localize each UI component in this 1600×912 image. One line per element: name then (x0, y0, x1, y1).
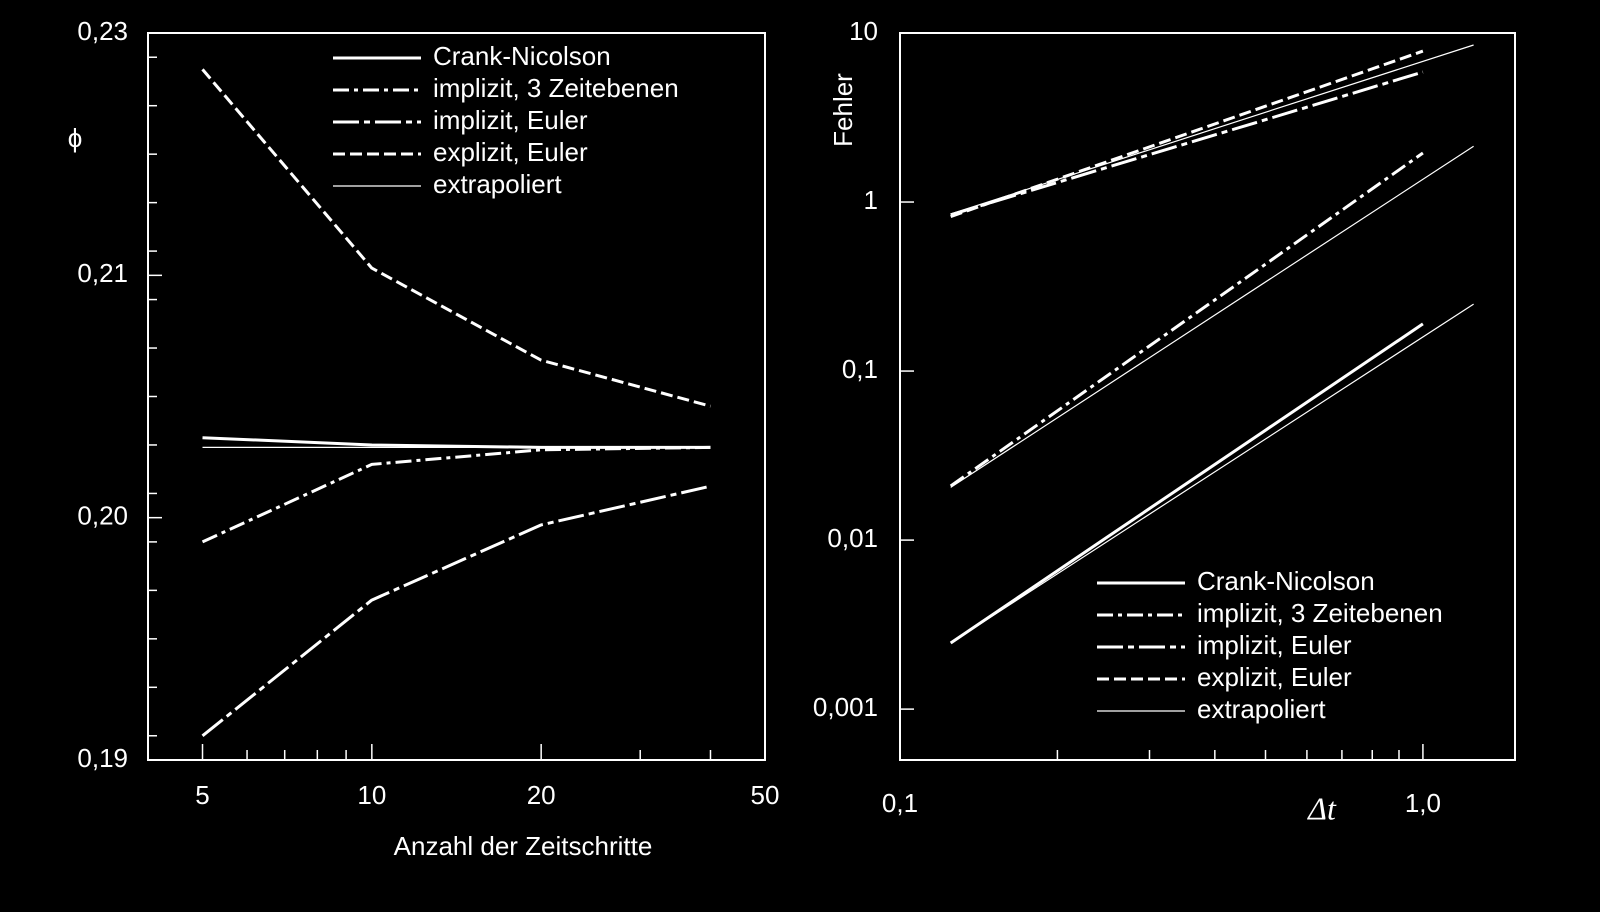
x-axis-label: Δt (1306, 790, 1337, 826)
x-tick-label: 10 (357, 780, 386, 810)
legend-label: Crank-Nicolson (433, 41, 611, 71)
y-tick-label: 0,21 (77, 258, 128, 288)
legend-label: implizit, 3 Zeitebenen (1197, 598, 1443, 628)
y-tick-label: 0,01 (827, 523, 878, 553)
series-line (201, 484, 711, 737)
x-tick-label: 1,0 (1405, 788, 1441, 818)
series-line (201, 68, 711, 408)
y-tick-label: 0,1 (842, 354, 878, 384)
x-tick-label: 0,1 (882, 788, 918, 818)
x-tick-label: 50 (751, 780, 780, 810)
series-line (949, 151, 1424, 488)
series-line (950, 70, 1424, 217)
legend-label: implizit, Euler (1197, 630, 1352, 660)
legend-label: Crank-Nicolson (1197, 566, 1375, 596)
y-tick-label: 0,19 (77, 743, 128, 773)
y-tick-label: 0,001 (813, 692, 878, 722)
series-line (950, 44, 1474, 644)
series-line (201, 445, 711, 544)
legend-label: implizit, 3 Zeitebenen (433, 73, 679, 103)
legend-label: extrapoliert (433, 169, 562, 199)
x-tick-label: 20 (527, 780, 556, 810)
y-axis-label: ϕ (68, 123, 83, 153)
legend-label: explizit, Euler (1197, 662, 1352, 692)
legend-label: explizit, Euler (433, 137, 588, 167)
right-plot-frame (899, 32, 1516, 761)
y-axis-end-label: 0,23 (77, 16, 128, 46)
series-line (202, 436, 711, 449)
y-tick-label: 0,20 (77, 501, 128, 531)
series-line (950, 49, 1424, 219)
y-axis-label: Fehler (828, 73, 858, 147)
x-axis-label: Anzahl der Zeitschritte (394, 831, 653, 861)
x-tick-label: 5 (195, 780, 209, 810)
y-tick-label: 1 (864, 185, 878, 215)
legend-label: implizit, Euler (433, 105, 588, 135)
legend-label: extrapoliert (1197, 694, 1326, 724)
series-line (949, 322, 1424, 645)
y-tick-label: 10 (849, 16, 878, 46)
